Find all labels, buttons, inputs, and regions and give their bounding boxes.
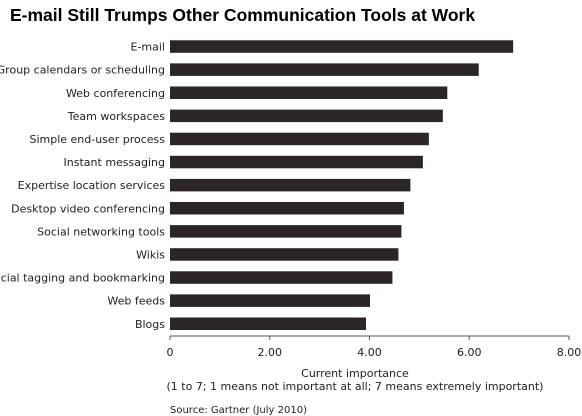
category-label-0: E-mail bbox=[131, 41, 166, 54]
bar-9 bbox=[170, 248, 399, 261]
bar-7 bbox=[170, 202, 404, 215]
category-label-8: Social networking tools bbox=[37, 225, 165, 238]
category-label-11: Web feeds bbox=[107, 295, 165, 308]
x-tick-label-3: 6.00 bbox=[457, 346, 482, 359]
x-axis-title: Current importance bbox=[301, 367, 409, 380]
bar-6 bbox=[170, 178, 411, 192]
page-title: E-mail Still Trumps Other Communication … bbox=[10, 5, 476, 25]
bars-group bbox=[170, 40, 514, 330]
bar-8 bbox=[170, 225, 402, 238]
category-label-2: Web conferencing bbox=[66, 87, 165, 100]
category-labels: E-mail Group calendars or scheduling Web c… bbox=[0, 41, 165, 331]
x-ticks: 0 2.00 4.00 6.00 8.00 bbox=[167, 336, 582, 359]
category-label-12: Blogs bbox=[135, 318, 165, 331]
category-label-1: Group calendars or scheduling bbox=[0, 64, 165, 77]
x-axis-note: (1 to 7; 1 means not important at all; 7… bbox=[167, 380, 544, 393]
x-tick-label-0: 0 bbox=[167, 346, 174, 359]
bar-1 bbox=[170, 63, 479, 76]
source-note: Source: Gartner (July 2010) bbox=[170, 405, 307, 416]
category-label-9: Wikis bbox=[136, 248, 165, 261]
category-label-6: Expertise location services bbox=[18, 179, 166, 192]
bar-12 bbox=[170, 317, 367, 330]
bar-11 bbox=[170, 294, 370, 307]
category-label-3: Team workspaces bbox=[67, 110, 165, 123]
category-label-10: Social tagging and bookmarking bbox=[0, 272, 165, 285]
category-label-7: Desktop video conferencing bbox=[11, 202, 165, 215]
x-tick-label-2: 4.00 bbox=[357, 346, 382, 359]
bar-3 bbox=[170, 109, 443, 123]
bar-5 bbox=[170, 155, 423, 169]
bar-2 bbox=[170, 86, 448, 99]
x-tick-label-1: 2.00 bbox=[258, 346, 283, 359]
x-tick-label-4: 8.00 bbox=[557, 346, 582, 359]
plot-area: E-mail Group calendars or scheduling Web c… bbox=[0, 40, 581, 359]
bar-4 bbox=[170, 132, 429, 146]
category-label-4: Simple end-user process bbox=[29, 133, 165, 146]
bar-10 bbox=[170, 271, 393, 284]
bar-0 bbox=[170, 40, 514, 53]
category-label-5: Instant messaging bbox=[64, 156, 165, 169]
